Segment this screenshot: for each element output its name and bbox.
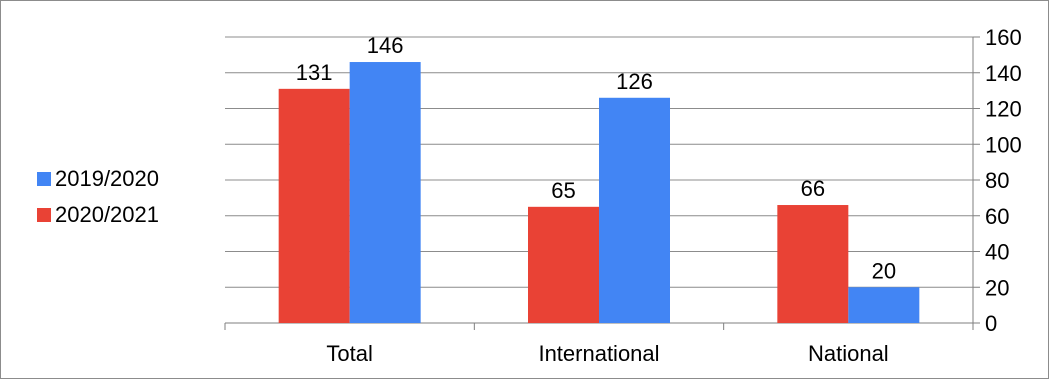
- y-tick-label-160: 160: [985, 25, 1022, 50]
- bars: [278, 62, 920, 324]
- legend: 2019/2020 2020/2021: [37, 161, 207, 233]
- axes: 0 20 40 60 80 100 120 140 160 Total International N…: [224, 25, 1022, 366]
- data-label-international-2019-2020: 126: [616, 69, 653, 94]
- y-tick-label-80: 80: [985, 168, 1009, 193]
- bar-total-2020-2021: [278, 88, 350, 324]
- legend-swatch-2020-2021: [37, 208, 51, 222]
- data-label-national-2019-2020: 20: [872, 258, 896, 283]
- data-label-national-2020-2021: 66: [801, 176, 825, 201]
- bar-national-2020-2021: [777, 205, 849, 323]
- bar-total-2019-2020: [349, 62, 421, 324]
- y-tick-label-60: 60: [985, 204, 1009, 229]
- y-tick-label-100: 100: [985, 132, 1022, 157]
- y-tick-label-0: 0: [985, 311, 997, 336]
- y-tick-label-20: 20: [985, 275, 1009, 300]
- legend-item-2020-2021: 2020/2021: [37, 197, 207, 233]
- data-labels: 131 146 65 126 66 20: [296, 33, 896, 283]
- legend-label-2020-2021: 2020/2021: [55, 202, 159, 227]
- legend-label-2019-2020: 2019/2020: [55, 166, 159, 191]
- data-label-total-2019-2020: 146: [367, 33, 404, 58]
- bar-international-2020-2021: [528, 206, 599, 323]
- y-tick-label-40: 40: [985, 240, 1009, 265]
- x-tick-label-international: International: [538, 341, 659, 366]
- bar-international-2019-2020: [599, 97, 670, 324]
- bar-national-2019-2020: [848, 287, 920, 323]
- legend-item-2019-2020: 2019/2020: [37, 161, 207, 197]
- y-tick-label-120: 120: [985, 97, 1022, 122]
- y-tick-label-140: 140: [985, 61, 1022, 86]
- x-tick-label-national: National: [808, 341, 889, 366]
- legend-swatch-2019-2020: [37, 172, 51, 186]
- data-label-total-2020-2021: 131: [296, 60, 333, 85]
- data-label-international-2020-2021: 65: [551, 178, 575, 203]
- x-tick-label-total: Total: [326, 341, 372, 366]
